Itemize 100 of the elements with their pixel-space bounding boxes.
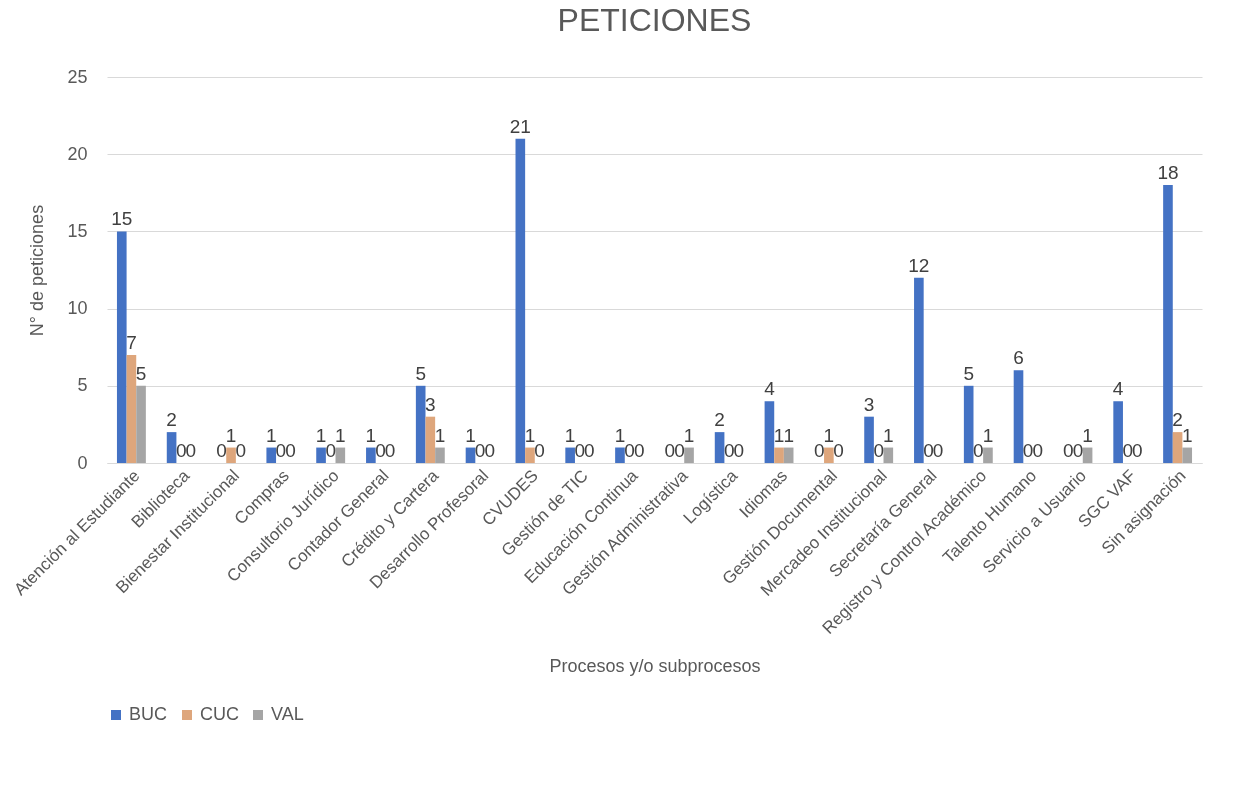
data-label: 0	[813, 440, 825, 461]
data-label: 3	[863, 393, 875, 415]
bar	[764, 401, 775, 463]
data-label: 0	[384, 440, 396, 461]
bar	[1172, 432, 1183, 463]
bar	[914, 277, 924, 463]
x-axis-title: Procesos y/o subprocesos	[549, 655, 761, 676]
data-label: 4	[764, 378, 776, 400]
data-label: 1	[265, 424, 277, 446]
data-label: 2	[714, 409, 725, 431]
y-tick-label: 10	[67, 298, 88, 319]
data-label: 0	[285, 440, 296, 461]
bar	[684, 447, 694, 463]
data-label: 0	[484, 440, 496, 461]
data-label: 0	[175, 440, 187, 461]
data-label: 0	[534, 440, 545, 461]
data-label: 0	[275, 440, 287, 461]
data-label: 0	[1072, 440, 1084, 461]
legend-label: BUC	[129, 704, 168, 724]
data-label: 1	[524, 424, 536, 446]
data-label: 6	[1013, 347, 1024, 369]
bar	[1182, 447, 1193, 463]
data-label: 0	[873, 440, 884, 461]
data-label: 0	[624, 440, 635, 461]
legend-label: CUC	[200, 704, 239, 724]
bar	[1013, 370, 1024, 463]
data-label: 0	[1032, 440, 1044, 461]
data-label: 0	[932, 440, 944, 461]
bar	[126, 354, 137, 463]
data-label: 0	[235, 440, 246, 461]
bar	[1163, 185, 1173, 463]
bar	[983, 447, 993, 463]
data-label: 0	[185, 440, 197, 461]
data-label: 12	[908, 254, 930, 276]
bar	[1113, 401, 1123, 463]
data-label: 0	[833, 440, 844, 461]
data-label: 0	[973, 440, 984, 461]
data-label: 0	[216, 440, 227, 461]
chart-title: PETICIONES	[557, 2, 752, 38]
data-label: 1	[1082, 424, 1093, 446]
bar	[116, 231, 127, 463]
y-tick-label: 25	[67, 66, 88, 87]
bar	[963, 385, 974, 463]
data-label: 5	[963, 362, 974, 384]
data-label: 0	[633, 440, 645, 461]
data-label: 2	[1172, 409, 1183, 431]
bar	[335, 447, 346, 463]
data-label: 0	[923, 440, 934, 461]
data-label: 0	[723, 440, 735, 461]
data-label: 1	[434, 424, 446, 446]
bar	[783, 447, 794, 463]
data-label: 3	[425, 393, 436, 415]
data-label: 1	[335, 424, 346, 446]
data-label: 0	[325, 440, 336, 461]
data-label: 0	[474, 440, 486, 461]
data-label: 0	[1022, 440, 1034, 461]
data-label: 0	[1132, 440, 1143, 461]
data-label: 1	[883, 424, 894, 446]
y-tick-label: 5	[77, 375, 88, 396]
bar	[425, 416, 436, 463]
bar	[166, 432, 177, 463]
bar	[883, 447, 894, 463]
data-label: 5	[415, 362, 426, 384]
y-axis-title: N° de peticiones	[27, 204, 48, 337]
y-tick-label: 20	[67, 143, 88, 164]
data-label: 1	[564, 424, 576, 446]
data-label: 1	[683, 424, 695, 446]
data-label: 1	[465, 424, 476, 446]
bar	[316, 447, 326, 463]
data-label: 18	[1157, 162, 1179, 184]
data-label: 0	[664, 440, 676, 461]
bar	[226, 447, 236, 463]
bar	[525, 447, 535, 463]
y-tick-label: 0	[77, 452, 88, 473]
data-label: 1	[773, 424, 785, 446]
data-label: 1	[315, 424, 327, 446]
bar	[714, 432, 725, 463]
data-label: 1	[365, 424, 377, 446]
bar	[465, 447, 476, 463]
bar	[1082, 447, 1093, 463]
data-label: 5	[135, 362, 147, 384]
bar	[266, 447, 277, 463]
data-label: 1	[1181, 424, 1193, 446]
data-label: 0	[674, 440, 685, 461]
legend-label: VAL	[271, 704, 304, 724]
bar	[366, 447, 376, 463]
data-label: 7	[126, 331, 137, 353]
data-label: 0	[1063, 440, 1074, 461]
bar	[136, 385, 146, 463]
data-label: 4	[1112, 378, 1124, 400]
data-label: 1	[982, 424, 994, 446]
data-label: 1	[225, 424, 237, 446]
data-label: 1	[823, 424, 835, 446]
data-label: 0	[375, 440, 386, 461]
data-label: 1	[783, 424, 794, 446]
bar	[864, 416, 874, 463]
bar	[774, 447, 784, 463]
data-label: 21	[509, 115, 531, 137]
data-label: 0	[584, 440, 595, 461]
data-label: 1	[614, 424, 626, 446]
